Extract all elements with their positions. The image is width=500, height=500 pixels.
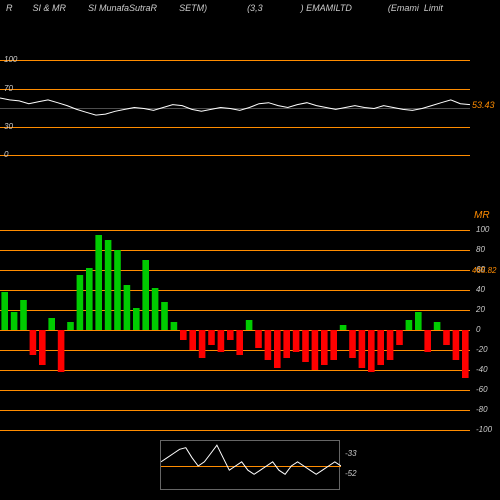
mr-axis-label: 20 bbox=[476, 305, 485, 314]
mr-value-label: 465.82 bbox=[472, 266, 496, 275]
hdr-2: SI MunafaSutraR bbox=[88, 3, 157, 13]
mr-bar-panel: -100-80-60-40-20020406080100MR465.82 bbox=[0, 230, 500, 430]
hdr-0: R bbox=[6, 3, 13, 13]
hdr-1: SI & MR bbox=[33, 3, 67, 13]
mr-axis-label: -40 bbox=[476, 365, 488, 374]
mr-axis-label: 80 bbox=[476, 245, 485, 254]
mr-axis-label: 40 bbox=[476, 285, 485, 294]
mr-axis-label: -100 bbox=[476, 425, 492, 434]
rsi-line-chart bbox=[0, 60, 470, 155]
mr-axis-label: -80 bbox=[476, 405, 488, 414]
mr-axis-label: 100 bbox=[476, 225, 489, 234]
rsi-current-value: 53.43 bbox=[472, 100, 495, 110]
mini-summary-panel: -33-52 bbox=[160, 440, 340, 490]
mr-axis-label: -20 bbox=[476, 345, 488, 354]
mr-gridline bbox=[0, 430, 470, 431]
chart-header: R SI & MR SI MunafaSutraR SETM) (3,3 ) E… bbox=[0, 3, 500, 13]
mr-bar-chart bbox=[0, 230, 470, 430]
rsi-gridline bbox=[0, 155, 470, 156]
mini-line-chart bbox=[161, 441, 341, 491]
mr-axis-label: -60 bbox=[476, 385, 488, 394]
mr-title: MR bbox=[474, 210, 490, 221]
hdr-6: (Emami Limit bbox=[388, 3, 443, 13]
hdr-5: ) EMAMILTD bbox=[301, 3, 352, 13]
hdr-4: (3,3 bbox=[247, 3, 263, 13]
rsi-panel: 0307010053.43 bbox=[0, 60, 500, 155]
mini-axis-label: -52 bbox=[345, 469, 357, 478]
hdr-3: SETM) bbox=[179, 3, 207, 13]
mini-axis-label: -33 bbox=[345, 449, 357, 458]
mr-axis-label: 0 bbox=[476, 325, 480, 334]
